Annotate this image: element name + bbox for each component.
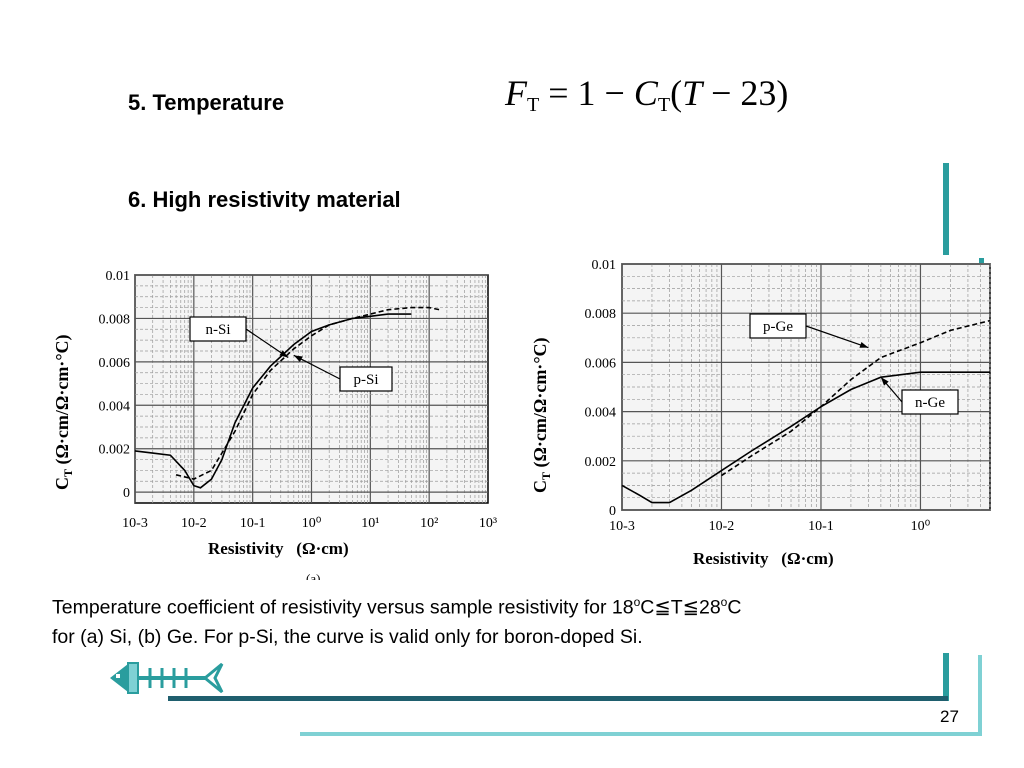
x-tick-label: 10-2 xyxy=(181,516,207,531)
series-line-n-ge xyxy=(621,371,990,504)
annotation-arrowhead xyxy=(293,355,303,362)
formula-middle: = 1 − xyxy=(539,73,634,113)
chart-si: n-Si p-Si 10-3 10-2 10-1 10⁰ 10¹ 10² 10³ 0.01 0.0… xyxy=(52,269,497,580)
y-tick-label: 0.008 xyxy=(99,312,131,327)
y-axis-label-sub: T xyxy=(539,472,553,480)
formula: FT = 1 − CT(T − 23) xyxy=(505,72,788,117)
annotation-arrowhead xyxy=(279,350,289,358)
y-tick-label: 0.006 xyxy=(585,356,617,371)
y-axis-label-symbol: C xyxy=(530,480,550,493)
x-tick-label: 10² xyxy=(420,516,438,531)
annotation-arrow xyxy=(245,328,289,359)
annotation-box xyxy=(749,313,807,339)
y-tick-label: 0.004 xyxy=(585,406,617,421)
y-tick-label: 0 xyxy=(609,504,616,519)
caption-sup1: o xyxy=(633,595,641,609)
y-tick-label: 0.01 xyxy=(592,258,617,273)
figure-caption: Temperature coefficient of resistivity v… xyxy=(52,588,982,652)
x-tick-label: 10¹ xyxy=(361,516,379,531)
formula-open: ( xyxy=(670,73,683,113)
formula-tail: − 23) xyxy=(702,73,789,113)
chart-ge: p-Gen-Ge 10-310-210-110⁰10¹0.010.0080.00… xyxy=(530,258,991,568)
annotation-label-n-si: n-Si xyxy=(205,322,230,338)
figure-footer-a: (a) xyxy=(306,571,320,580)
caption-line2: for (a) Si, (b) Ge. For p-Si, the curve … xyxy=(52,625,643,648)
x-tick-label: 10-3 xyxy=(122,516,148,531)
y-axis-label-sub: T xyxy=(61,469,75,477)
deco-bottom-line-dark xyxy=(168,696,948,701)
caption-part2: C≦T≦28 xyxy=(640,596,721,619)
x-tick-label: 10-2 xyxy=(709,519,735,534)
y-axis-label: CT (Ω·cm/Ω·cm·°C) xyxy=(52,334,75,490)
series-line-p-ge xyxy=(721,319,991,477)
formula-c-sub: T xyxy=(657,94,671,116)
caption-part1: Temperature coefficient of resistivity v… xyxy=(52,596,634,619)
y-axis-label-symbol: C xyxy=(52,477,72,490)
y-tick-label: 0 xyxy=(123,486,130,501)
annotation-arrow xyxy=(293,354,341,380)
caption-sup2: o xyxy=(720,595,728,609)
annotation-box xyxy=(901,389,959,415)
page-number: 27 xyxy=(940,707,959,726)
x-axis-label: Resistivity (Ω·cm) xyxy=(693,549,834,568)
x-tick-label: 10⁰ xyxy=(302,516,322,531)
y-tick-label: 0.01 xyxy=(106,269,131,284)
y-tick-label: 0.008 xyxy=(585,307,617,322)
deco-vertical-bar-bottom xyxy=(943,653,949,701)
y-tick-label: 0.006 xyxy=(99,356,131,371)
x-tick-label: 10-1 xyxy=(808,519,834,534)
y-tick-label: 0.002 xyxy=(99,443,131,458)
annotation-arrowhead xyxy=(880,377,889,386)
y-tick-label: 0.004 xyxy=(99,399,131,414)
formula-c: C xyxy=(633,73,658,113)
deco-dot xyxy=(979,258,984,263)
y-axis-label: CT (Ω·cm/Ω·cm·°C) xyxy=(530,337,553,493)
caption-part3: C xyxy=(727,596,742,619)
deco-right-line-light xyxy=(978,655,982,735)
deco-vertical-bar-top xyxy=(943,163,949,255)
x-tick-label: 10-1 xyxy=(240,516,266,531)
fish-logo-icon xyxy=(110,662,224,694)
y-tick-label: 0.002 xyxy=(585,455,617,470)
annotation-arrow xyxy=(805,325,869,349)
heading-temperature: 5. Temperature xyxy=(128,90,285,115)
series-line-p-si xyxy=(175,306,440,480)
formula-lhs: F xyxy=(505,73,527,113)
annotation-arrowhead xyxy=(859,341,869,348)
annotation-box xyxy=(339,366,393,392)
x-axis-label: Resistivity (Ω·cm) xyxy=(208,539,349,558)
heading-high-resistivity: 6. High resistivity material xyxy=(128,187,401,212)
y-axis-label-units: (Ω·cm/Ω·cm·°C) xyxy=(530,337,551,472)
y-axis-label-units: (Ω·cm/Ω·cm·°C) xyxy=(52,334,73,469)
formula-lhs-sub: T xyxy=(527,94,540,116)
formula-t: T xyxy=(682,73,703,113)
x-tick-label: 10⁰ xyxy=(911,519,931,534)
deco-bottom-line-light xyxy=(300,732,982,736)
annotation-label-p-si: p-Si xyxy=(353,372,378,388)
annotation-box xyxy=(189,316,247,342)
x-tick-label: 10³ xyxy=(479,516,497,531)
annotation-label-n-ge: n-Ge xyxy=(915,395,945,411)
x-tick-label: 10-3 xyxy=(609,519,635,534)
annotation-label-p-ge: p-Ge xyxy=(763,319,793,335)
